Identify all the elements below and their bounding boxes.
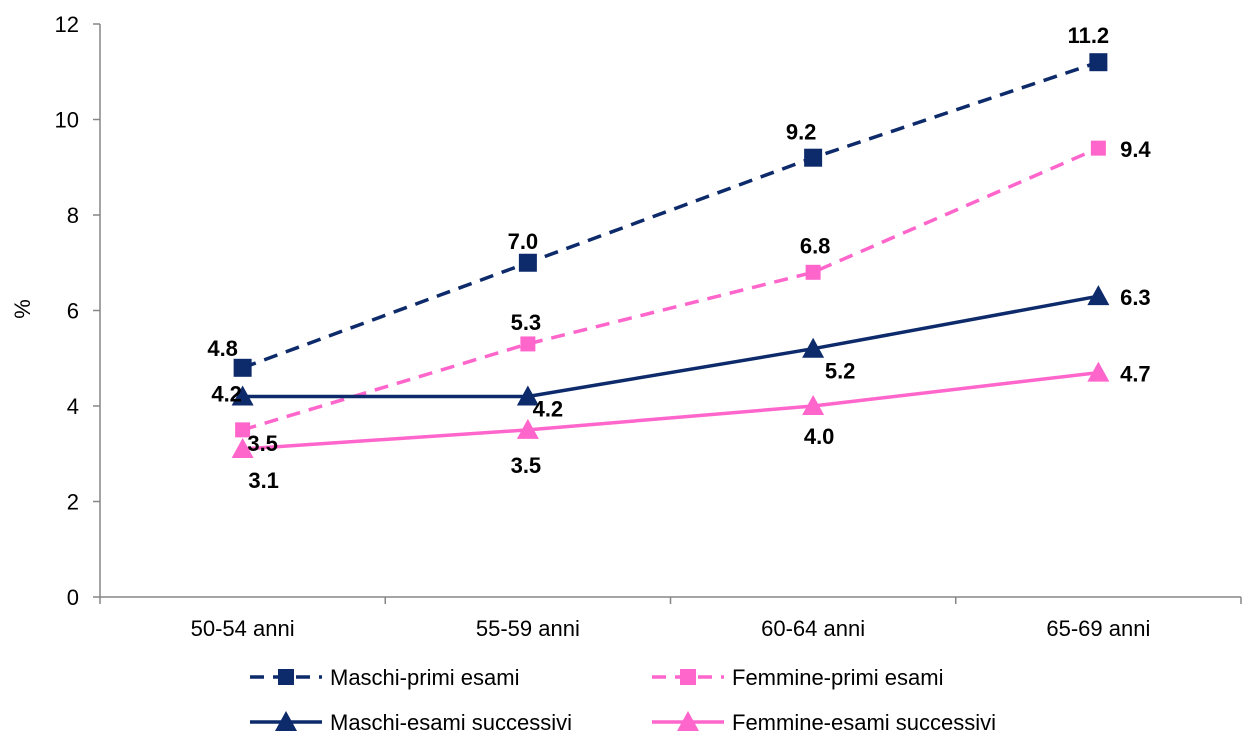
data-point	[520, 336, 536, 352]
legend-label: Maschi-esami successivi	[330, 710, 572, 735]
data-point	[231, 385, 254, 406]
data-label: 4.2	[533, 396, 564, 421]
y-tick-label: 12	[55, 12, 79, 37]
data-point	[1087, 285, 1110, 306]
legend-label: Femmine-esami successivi	[732, 710, 996, 735]
legend-item: Femmine-primi esami	[652, 665, 943, 690]
data-label: 4.7	[1120, 362, 1151, 387]
data-label: 4.2	[211, 381, 242, 406]
legend-label: Maschi-primi esami	[330, 665, 519, 690]
x-tick-label: 60-64 anni	[761, 616, 865, 641]
legend-swatch-marker	[278, 669, 294, 685]
series-line	[242, 60, 1099, 370]
series-line	[242, 370, 1099, 451]
y-tick-label: 4	[67, 394, 79, 419]
data-label: 4.0	[804, 424, 835, 449]
y-tick-label: 0	[67, 585, 79, 610]
chart-series	[231, 53, 1110, 458]
y-tick-label: 6	[67, 299, 79, 324]
data-point	[1090, 140, 1106, 156]
series-line	[242, 146, 1100, 432]
y-tick-label: 2	[67, 490, 79, 515]
data-label: 4.8	[207, 336, 238, 361]
y-tick-label: 8	[67, 203, 79, 228]
data-label: 5.3	[511, 310, 542, 335]
data-point	[802, 395, 825, 415]
x-tick-label: 55-59 anni	[476, 616, 580, 641]
legend-item: Maschi-primi esami	[250, 665, 519, 690]
data-point	[235, 422, 251, 438]
legend-label: Femmine-primi esami	[732, 665, 943, 690]
data-label: 6.8	[800, 233, 831, 258]
data-label: 11.2	[1068, 23, 1110, 48]
data-label: 3.5	[247, 431, 278, 456]
data-label: 9.4	[1120, 137, 1151, 162]
data-label: 6.3	[1120, 285, 1151, 310]
data-point	[516, 385, 539, 406]
data-point	[516, 418, 539, 439]
data-point	[518, 253, 537, 272]
data-label: 5.2	[825, 359, 856, 384]
legend-swatch-marker	[275, 711, 297, 731]
data-point	[1089, 53, 1108, 72]
data-label: 3.1	[248, 468, 279, 493]
x-tick-label: 65-69 anni	[1046, 616, 1150, 641]
chart-legend: Maschi-primi esami Femmine-primi esami Mas…	[250, 665, 996, 735]
data-point	[1087, 361, 1110, 382]
y-tick-label: 10	[55, 108, 79, 133]
legend-item: Maschi-esami successivi	[250, 710, 572, 735]
data-point	[805, 264, 821, 280]
data-point	[231, 437, 254, 458]
data-label: 9.2	[786, 120, 817, 145]
chart-axes: 0 2 4 6 8 10 12 50-54 anni 55-59 anni 60-64 anni 6…	[55, 12, 1242, 641]
data-label: 3.5	[511, 453, 542, 478]
data-point	[802, 337, 825, 358]
chart-data-labels: 4.8 7.0 9.2 11.2 3.5 5.3 6.8 9.4 4.2 4.2 5.2 6.3 3.1…	[207, 23, 1151, 493]
series-line	[242, 294, 1099, 399]
legend-swatch-marker	[680, 669, 696, 685]
legend-item: Femmine-esami successivi	[652, 710, 996, 735]
legend-swatch-marker	[677, 711, 699, 731]
data-point	[233, 358, 252, 377]
x-tick-label: 50-54 anni	[191, 616, 295, 641]
data-label: 7.0	[508, 229, 539, 254]
data-point	[804, 148, 823, 167]
y-axis-label: %	[10, 299, 35, 319]
